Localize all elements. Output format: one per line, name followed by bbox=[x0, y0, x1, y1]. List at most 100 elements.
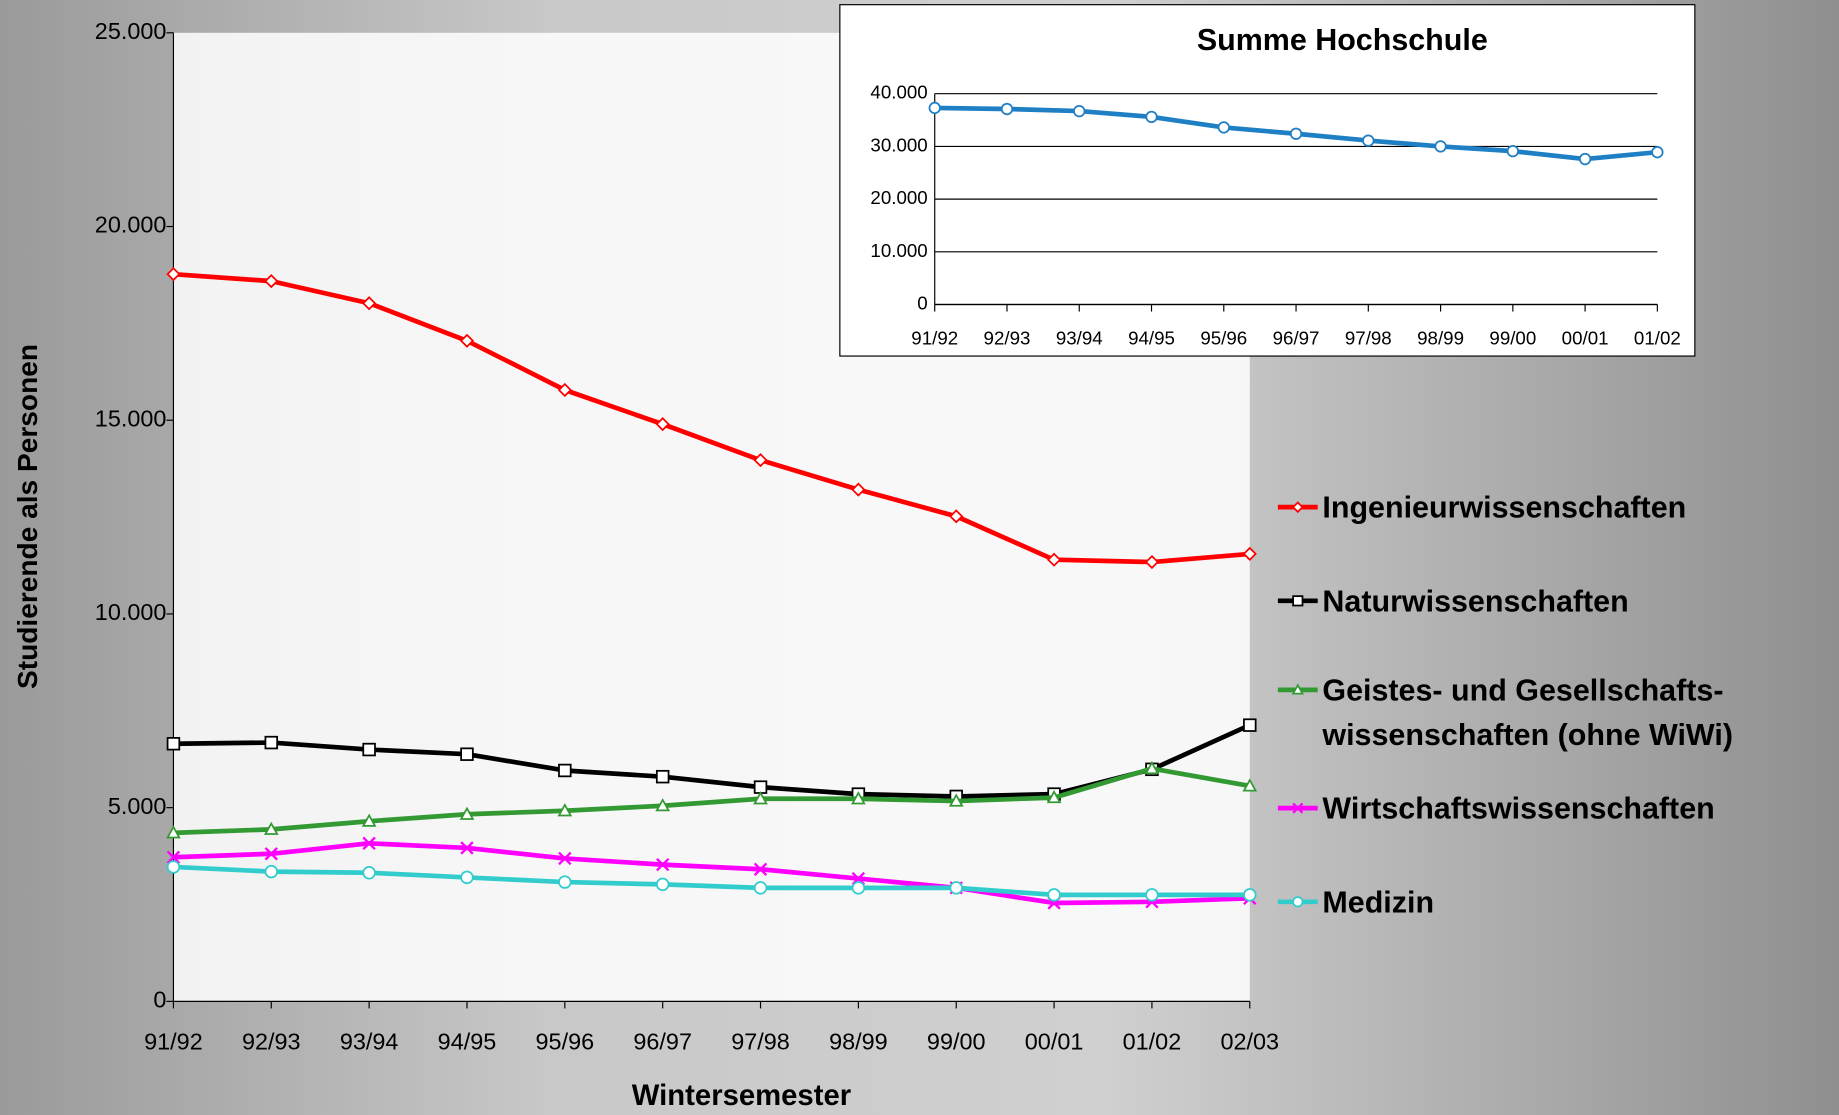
marker bbox=[166, 737, 181, 751]
x-tick-label: 95/96 bbox=[536, 1029, 595, 1055]
x-tick-label: 92/93 bbox=[984, 328, 1031, 349]
x-tick-label: 98/99 bbox=[1417, 328, 1464, 349]
legend-entry: Wirtschaftswissenschaften bbox=[1322, 790, 1715, 826]
marker bbox=[1145, 110, 1158, 124]
marker bbox=[166, 267, 181, 282]
marker bbox=[1292, 896, 1304, 908]
marker bbox=[753, 791, 768, 805]
marker bbox=[1242, 546, 1257, 561]
marker bbox=[1145, 888, 1159, 902]
y-tick-label: 25.000 bbox=[95, 18, 167, 44]
marker bbox=[459, 806, 475, 820]
marker bbox=[460, 841, 474, 855]
marker bbox=[1651, 146, 1664, 159]
marker bbox=[1434, 140, 1447, 153]
x-tick-label: 02/03 bbox=[1220, 1029, 1279, 1055]
marker bbox=[362, 296, 377, 311]
marker bbox=[1144, 760, 1160, 775]
legend-label: Naturwissenschaften bbox=[1322, 583, 1629, 619]
x-tick-label: 91/92 bbox=[911, 328, 958, 349]
marker bbox=[948, 793, 964, 807]
x-tick-label: 00/01 bbox=[1562, 328, 1609, 349]
x-tick-label: 97/98 bbox=[1345, 328, 1392, 349]
marker bbox=[460, 747, 474, 761]
y-tick-label: 15.000 bbox=[95, 405, 167, 431]
y-tick-label: 0 bbox=[917, 292, 927, 313]
marker bbox=[362, 836, 376, 851]
marker bbox=[166, 850, 181, 864]
marker bbox=[1046, 789, 1062, 804]
y-tick-label: 20.000 bbox=[95, 212, 167, 238]
x-tick-label: 95/96 bbox=[1200, 328, 1247, 349]
y-tick-label: 30.000 bbox=[870, 134, 927, 155]
series-line bbox=[173, 723, 1251, 799]
marker bbox=[361, 813, 377, 827]
marker bbox=[1291, 683, 1304, 695]
marker bbox=[558, 875, 572, 889]
x-tick-label: 94/95 bbox=[1128, 328, 1175, 349]
marker bbox=[166, 825, 181, 839]
marker bbox=[166, 860, 181, 874]
marker bbox=[851, 791, 866, 805]
marker bbox=[263, 821, 279, 835]
marker bbox=[655, 877, 670, 892]
marker bbox=[753, 862, 768, 876]
legend-label: Geistes- und Gesellschafts- wissenschaft… bbox=[1322, 672, 1734, 752]
marker bbox=[460, 870, 474, 885]
x-tick-label: 99/00 bbox=[927, 1029, 986, 1055]
marker bbox=[1292, 595, 1304, 607]
legend-entry: Geistes- und Gesellschafts- wissenschaft… bbox=[1322, 672, 1734, 752]
x-tick-label: 98/99 bbox=[829, 1029, 888, 1055]
marker bbox=[928, 101, 941, 115]
marker bbox=[459, 333, 475, 348]
marker bbox=[753, 453, 768, 468]
x-tick-label: 93/94 bbox=[340, 1029, 399, 1055]
marker bbox=[1578, 152, 1592, 166]
marker bbox=[655, 798, 671, 812]
x-axis-title: Wintersemester bbox=[632, 1079, 851, 1112]
x-tick-label: 00/01 bbox=[1025, 1029, 1084, 1055]
marker bbox=[264, 847, 278, 861]
marker bbox=[558, 763, 572, 778]
x-tick-label: 92/93 bbox=[242, 1029, 301, 1055]
y-tick-label: 5.000 bbox=[108, 793, 167, 819]
inset-frame bbox=[839, 4, 1696, 357]
legend-entry: Ingenieurwissenschaften bbox=[1322, 490, 1686, 525]
marker bbox=[949, 509, 964, 524]
marker bbox=[1073, 104, 1086, 118]
x-tick-label: 99/00 bbox=[1489, 328, 1536, 349]
marker bbox=[1506, 144, 1519, 158]
marker bbox=[264, 735, 279, 750]
y-tick-label: 0 bbox=[153, 987, 166, 1013]
x-tick-label: 91/92 bbox=[144, 1029, 203, 1055]
marker bbox=[1144, 554, 1160, 570]
marker bbox=[1000, 102, 1014, 116]
marker bbox=[655, 769, 670, 784]
y-tick-label: 10.000 bbox=[870, 240, 927, 261]
x-tick-label: 94/95 bbox=[438, 1029, 497, 1055]
marker bbox=[1046, 552, 1062, 567]
marker bbox=[1362, 134, 1375, 147]
marker bbox=[558, 851, 572, 866]
series-line bbox=[173, 271, 1250, 565]
x-tick-label: 01/02 bbox=[1123, 1029, 1182, 1055]
marker bbox=[1217, 121, 1230, 134]
y-axis-title: Studierende als Personen bbox=[12, 344, 43, 689]
legend-entry: Medizin bbox=[1322, 884, 1434, 919]
marker bbox=[655, 417, 670, 432]
marker bbox=[264, 274, 279, 289]
marker bbox=[557, 803, 573, 817]
marker bbox=[655, 857, 670, 872]
y-tick-label: 20.000 bbox=[870, 187, 927, 208]
x-tick-label: 96/97 bbox=[1273, 328, 1320, 349]
marker bbox=[1291, 501, 1304, 514]
legend-label: Wirtschaftswissenschaften bbox=[1322, 790, 1715, 826]
marker bbox=[851, 482, 866, 497]
marker bbox=[1047, 888, 1061, 902]
marker bbox=[362, 866, 376, 880]
series-line bbox=[173, 864, 1250, 898]
marker bbox=[264, 864, 279, 879]
x-tick-label: 97/98 bbox=[731, 1029, 790, 1055]
